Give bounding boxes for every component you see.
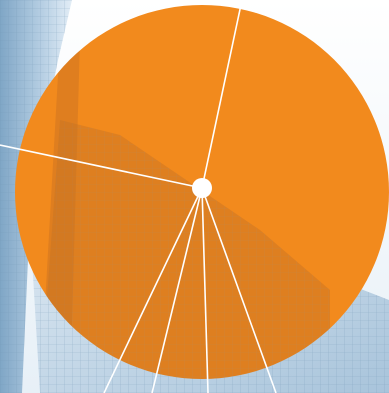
ray-top [201,0,243,189]
ray-bottom-1 [103,187,203,393]
rays [0,0,276,393]
ray-bottom-3 [201,187,209,393]
hub-dot-icon [192,178,212,198]
left-tower [0,0,72,393]
ray-bottom-2 [151,187,203,393]
ray-left [0,144,203,189]
ray-bottom-4 [201,187,277,393]
